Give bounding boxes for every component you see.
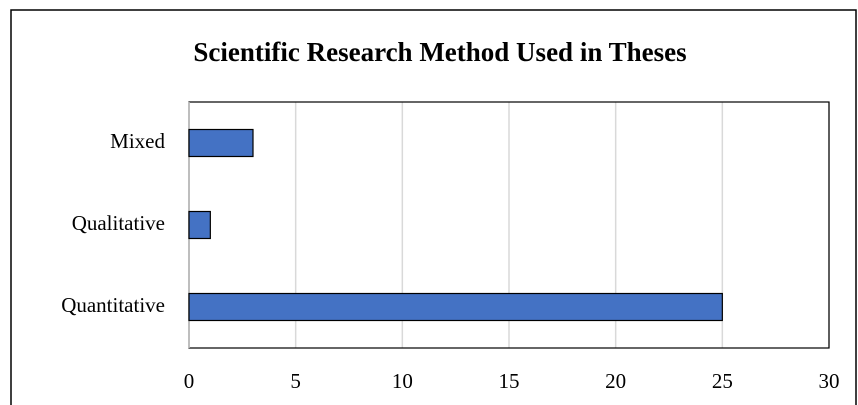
- y-tick-label: Qualitative: [72, 211, 165, 235]
- bar: [188, 292, 723, 322]
- x-tick-label: 15: [499, 369, 520, 393]
- y-tick-label: Quantitative: [61, 293, 165, 317]
- chart-title: Scientific Research Method Used in These…: [193, 37, 686, 67]
- chart-frame: [10, 9, 857, 405]
- x-tick-label: 20: [605, 369, 626, 393]
- x-tick-label: 5: [290, 369, 301, 393]
- y-tick-label: Mixed: [110, 129, 165, 153]
- bar: [188, 128, 254, 158]
- bar: [188, 210, 211, 240]
- x-tick-label: 0: [184, 369, 195, 393]
- x-tick-label: 25: [712, 369, 733, 393]
- x-tick-label: 30: [819, 369, 840, 393]
- x-tick-label: 10: [392, 369, 413, 393]
